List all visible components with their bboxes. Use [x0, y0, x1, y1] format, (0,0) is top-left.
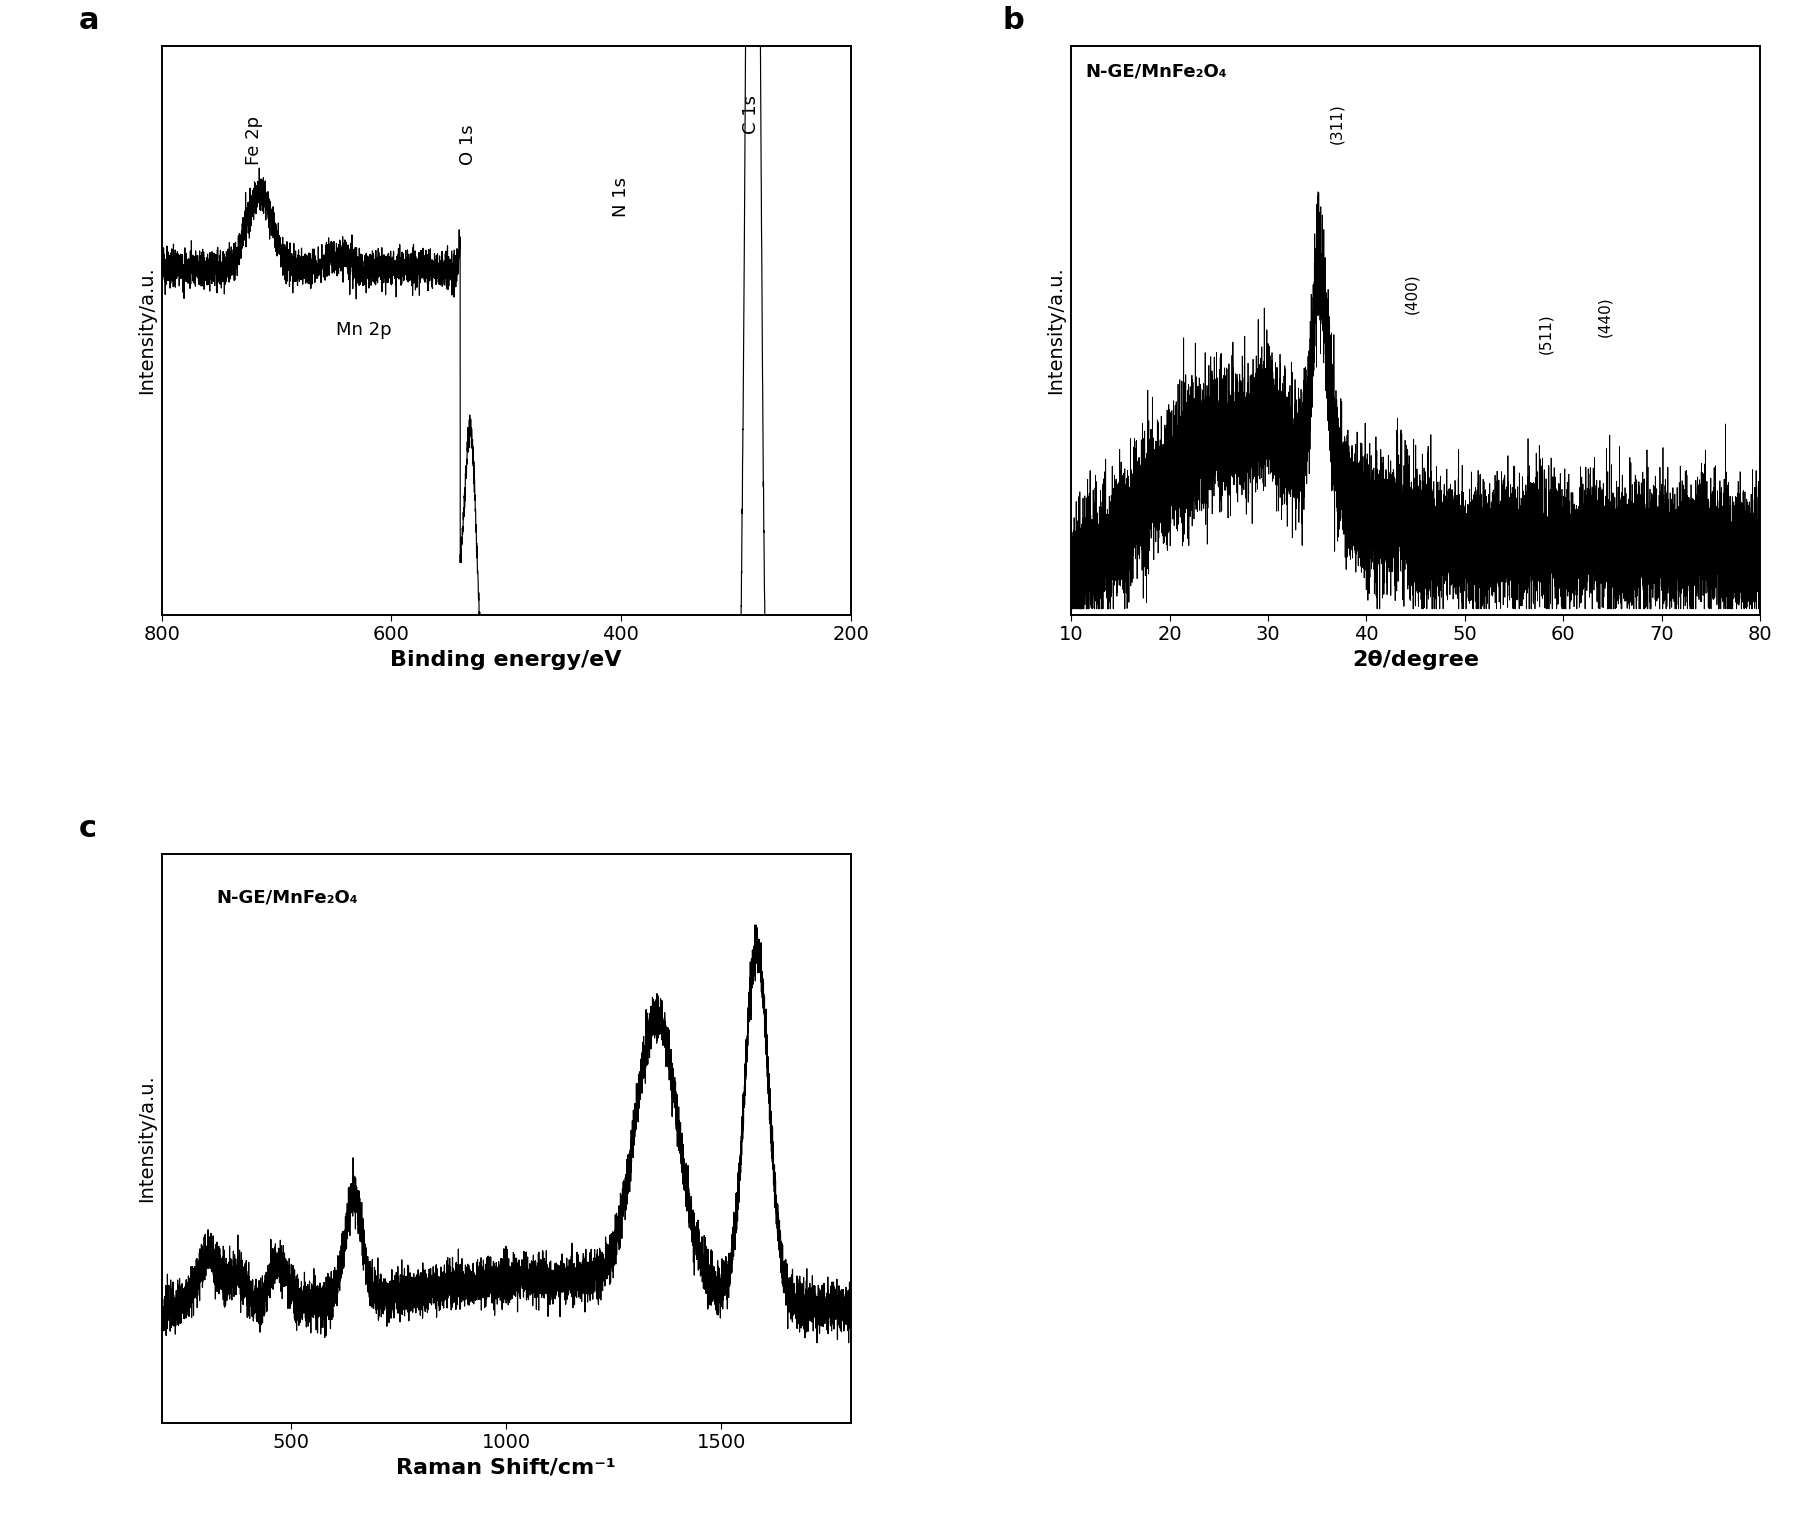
Text: N-GE/MnFe₂O₄: N-GE/MnFe₂O₄: [1085, 63, 1227, 81]
X-axis label: 2θ/degree: 2θ/degree: [1352, 650, 1480, 670]
Text: Fe 2p: Fe 2p: [244, 116, 262, 165]
Y-axis label: Intensity/a.u.: Intensity/a.u.: [1047, 266, 1065, 395]
Text: b: b: [1002, 6, 1024, 35]
Text: Mn 2p: Mn 2p: [336, 321, 392, 340]
Text: C 1s: C 1s: [742, 95, 760, 133]
Text: c: c: [79, 814, 97, 843]
Y-axis label: Intensity/a.u.: Intensity/a.u.: [136, 1074, 156, 1203]
Text: (400): (400): [1404, 274, 1419, 314]
Text: (511): (511): [1539, 314, 1554, 353]
Text: N-GE/MnFe₂O₄: N-GE/MnFe₂O₄: [217, 887, 359, 906]
X-axis label: Binding energy/eV: Binding energy/eV: [390, 650, 621, 670]
Y-axis label: Intensity/a.u.: Intensity/a.u.: [136, 266, 156, 395]
Text: N 1s: N 1s: [612, 176, 630, 217]
X-axis label: Raman Shift/cm⁻¹: Raman Shift/cm⁻¹: [397, 1458, 616, 1478]
Text: (311): (311): [1329, 103, 1343, 144]
Text: (440): (440): [1598, 297, 1613, 337]
Text: a: a: [79, 6, 99, 35]
Text: O 1s: O 1s: [460, 124, 478, 165]
